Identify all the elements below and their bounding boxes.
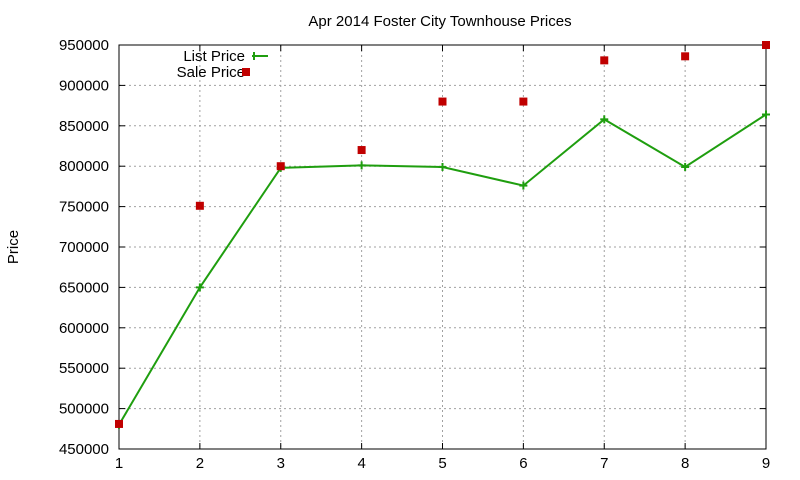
- x-tick-label: 1: [115, 455, 123, 472]
- y-tick-label: 650000: [59, 279, 109, 296]
- y-tick-label: 950000: [59, 37, 109, 54]
- x-tick-label: 6: [519, 455, 527, 472]
- legend-label-1: Sale Price: [177, 64, 245, 81]
- data-point-cross: [195, 283, 204, 292]
- data-point-cross: [600, 115, 609, 124]
- grid-lines: [119, 45, 766, 449]
- x-tick-label: 2: [196, 455, 204, 472]
- y-tick-label: 800000: [59, 158, 109, 175]
- data-point-square: [762, 41, 770, 49]
- data-point-cross: [762, 110, 770, 119]
- x-tick-label: 4: [357, 455, 365, 472]
- y-tick-label: 550000: [59, 360, 109, 377]
- y-tick-label: 750000: [59, 199, 109, 216]
- data-point-square: [357, 146, 366, 155]
- data-point-square: [600, 56, 609, 65]
- data-point-cross: [519, 181, 528, 190]
- x-tick-label: 8: [681, 455, 689, 472]
- data-point-cross: [438, 163, 447, 172]
- x-tick-label: 5: [438, 455, 446, 472]
- x-tick-label: 3: [277, 455, 285, 472]
- y-tick-label: 500000: [59, 401, 109, 418]
- data-point-square: [276, 162, 285, 171]
- y-tick-label: 700000: [59, 239, 109, 256]
- data-point-square: [438, 97, 447, 106]
- axes: 450000 500000 550000 600000 650000 700000 7500…: [59, 37, 770, 472]
- y-tick-label: 900000: [59, 77, 109, 94]
- y-tick-label: 600000: [59, 320, 109, 337]
- data-series: [115, 41, 770, 429]
- data-point-square: [115, 419, 123, 428]
- x-tick-label: 9: [762, 455, 770, 472]
- y-axis-label: Price: [5, 230, 22, 264]
- legend-label-0: List Price: [183, 48, 245, 65]
- x-tick-label: 7: [600, 455, 608, 472]
- data-point-cross: [357, 161, 366, 170]
- y-tick-label: 450000: [59, 441, 109, 458]
- data-point-cross: [681, 163, 690, 172]
- legend-square-sample: [242, 68, 250, 76]
- data-point-square: [681, 52, 690, 61]
- y-tick-label: 850000: [59, 118, 109, 135]
- data-point-square: [519, 97, 528, 106]
- data-point-square: [195, 201, 204, 210]
- chart-title: Apr 2014 Foster City Townhouse Prices: [308, 13, 571, 30]
